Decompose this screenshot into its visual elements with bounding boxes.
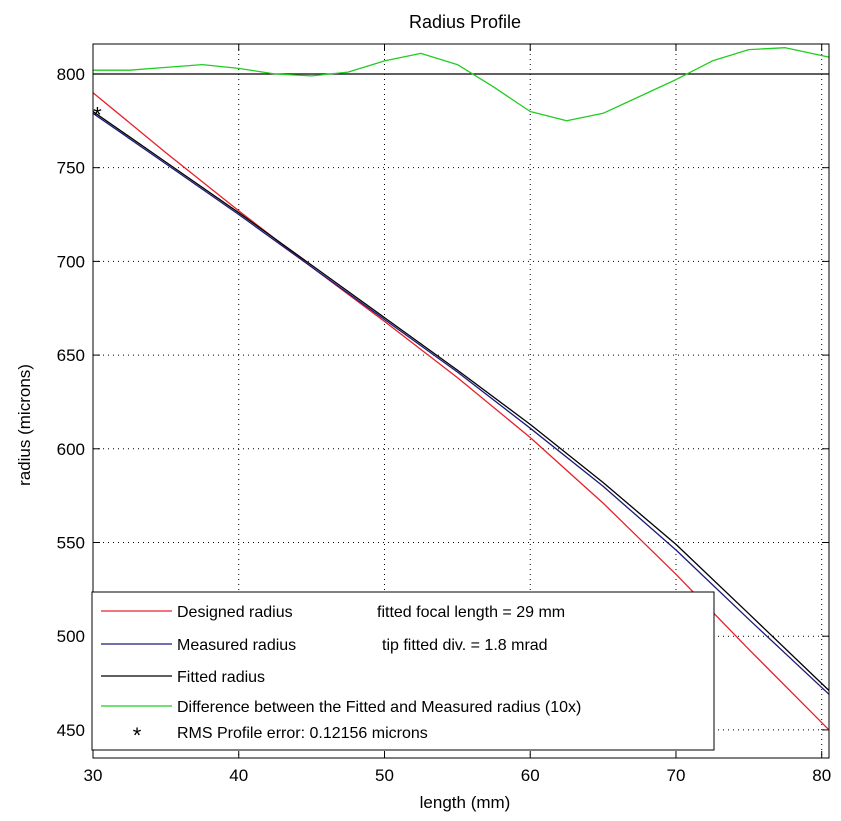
legend-label-designed: Designed radius	[177, 604, 293, 621]
y-tick-label: 550	[57, 533, 85, 552]
y-tick-label: 500	[57, 627, 85, 646]
series-line-difference	[93, 47, 830, 122]
series-line-fitted	[92, 110, 830, 691]
legend-label-fitted: Fitted radius	[177, 669, 265, 686]
rms-asterisk-marker: *	[93, 102, 102, 127]
x-axis-title: length (mm)	[420, 793, 511, 812]
x-tick-label: 70	[667, 766, 686, 785]
legend: Designed radius fitted focal length = 29…	[91, 591, 715, 751]
axes-frame	[92, 43, 830, 759]
legend-label-rms-error: RMS Profile error: 0.12156 microns	[177, 725, 428, 742]
y-tick-label: 800	[57, 65, 85, 84]
legend-label-difference: Difference between the Fitted and Measur…	[177, 699, 581, 716]
chart-title: Radius Profile	[409, 12, 521, 32]
x-tick-label: 30	[84, 766, 103, 785]
legend-label-measured: Measured radius	[177, 637, 296, 654]
y-tick-label: 600	[57, 440, 85, 459]
series-line-measured	[92, 112, 830, 695]
x-tick-label: 80	[812, 766, 831, 785]
axis-ticks: 30 40 50 60 70 80 450 500 550 600 650 700 750 800	[57, 44, 831, 785]
plot-series: *	[92, 47, 830, 731]
y-tick-label: 650	[57, 346, 85, 365]
y-tick-label: 750	[57, 159, 85, 178]
y-tick-label: 700	[57, 252, 85, 271]
legend-note-focal-length: fitted focal length = 29 mm	[377, 604, 565, 621]
x-tick-label: 60	[521, 766, 540, 785]
legend-note-tip-divergence: tip fitted div. = 1.8 mrad	[382, 637, 548, 654]
x-tick-label: 40	[229, 766, 248, 785]
y-axis-title: radius (microns)	[15, 364, 34, 486]
legend-asterisk-marker: *	[133, 723, 142, 748]
x-tick-label: 50	[375, 766, 394, 785]
legend-box	[91, 591, 715, 751]
y-tick-label: 450	[57, 721, 85, 740]
